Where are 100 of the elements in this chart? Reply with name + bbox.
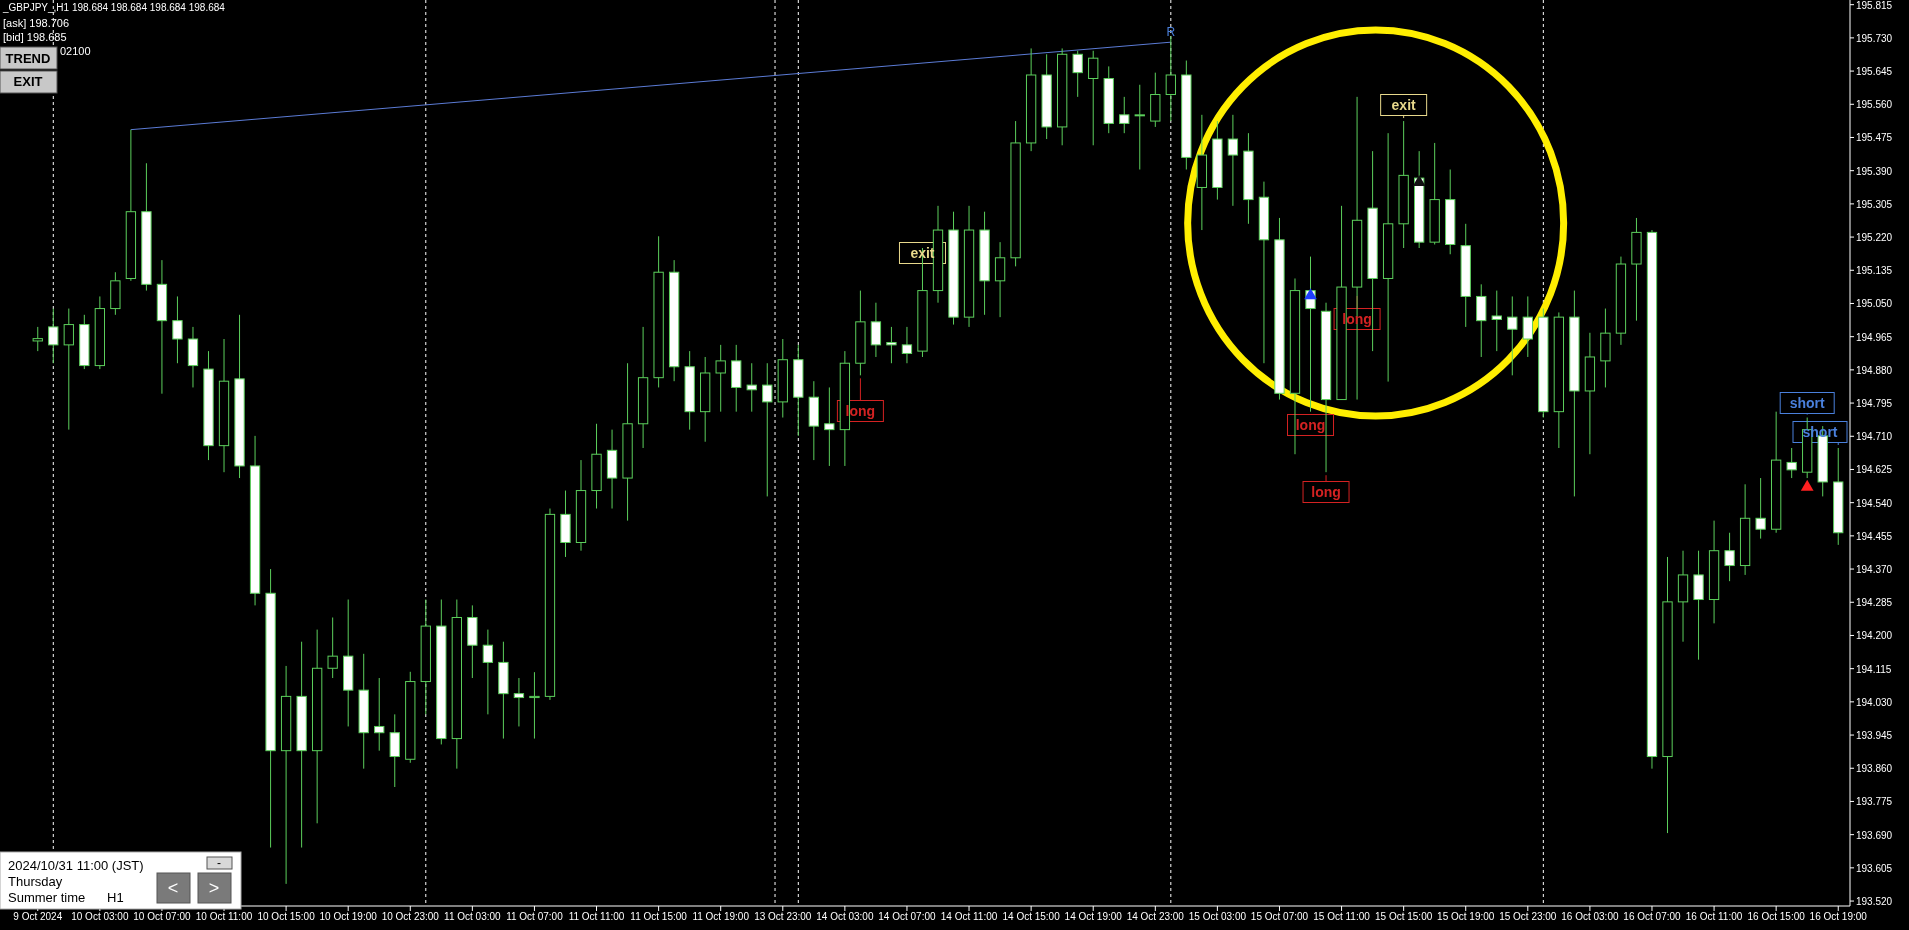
y-tick-label: 193.945: [1856, 730, 1893, 742]
x-tick-label: 16 Oct 07:00: [1623, 911, 1682, 922]
annotation: >: [208, 878, 220, 898]
candlestick: [994, 241, 1006, 318]
annotation: 02100: [60, 45, 91, 57]
annotation: short: [1789, 395, 1826, 411]
x-tick-label: 11 Oct 07:00: [506, 911, 564, 922]
x-tick-label: 16 Oct 19:00: [1809, 911, 1868, 922]
x-tick-label: 11 Oct 03:00: [444, 911, 502, 922]
x-tick-label: 14 Oct 03:00: [816, 911, 874, 922]
y-tick-label: 194.625: [1856, 464, 1893, 476]
candlestick: [1165, 35, 1176, 122]
y-tick-label: 195.390: [1856, 165, 1893, 177]
annotation: R: [1166, 25, 1176, 39]
x-tick-label: 11 Oct 15:00: [630, 911, 688, 922]
x-tick-label: 10 Oct 11:00: [195, 911, 253, 922]
candlestick: [529, 671, 540, 740]
candlestick: [762, 362, 773, 497]
candlestick: [1072, 50, 1083, 98]
candlestick: [886, 326, 897, 364]
candlestick: [824, 386, 835, 467]
x-tick-label: 10 Oct 23:00: [381, 911, 440, 922]
candlestick: [1134, 84, 1145, 171]
y-tick-label: 194.710: [1856, 431, 1893, 443]
y-tick-label: 194.030: [1856, 696, 1893, 708]
x-tick-label: 11 Oct 19:00: [692, 911, 750, 922]
y-tick-label: 194.965: [1856, 331, 1893, 343]
candlestick: [389, 713, 400, 788]
candlestick: [374, 677, 385, 752]
x-tick-label: 14 Oct 15:00: [1002, 911, 1061, 922]
x-tick-label: 15 Oct 07:00: [1250, 911, 1309, 922]
y-tick-label: 195.815: [1856, 0, 1893, 11]
annotation: TREND: [5, 51, 51, 66]
y-tick-label: 195.560: [1856, 99, 1893, 111]
y-tick-label: 193.605: [1856, 862, 1893, 874]
y-tick-label: 195.305: [1856, 198, 1893, 210]
y-tick-label: 193.520: [1856, 896, 1893, 908]
candlestick: [1786, 447, 1797, 479]
annotation: H1: [107, 890, 124, 905]
x-tick-label: 14 Oct 19:00: [1064, 911, 1123, 922]
candlestick: [1227, 114, 1239, 207]
candlestick: [1755, 477, 1766, 540]
x-tick-label: 10 Oct 07:00: [133, 911, 191, 922]
point: [1304, 288, 1317, 300]
candlestick: [870, 302, 882, 358]
annotation: Thursday: [8, 874, 63, 889]
y-tick-label: 194.370: [1856, 564, 1893, 576]
y-tick-label: 195.050: [1856, 298, 1893, 310]
x-tick-label: 16 Oct 15:00: [1747, 911, 1806, 922]
annotation: long: [1311, 484, 1341, 500]
y-tick-label: 193.775: [1856, 796, 1893, 808]
y-tick-label: 195.730: [1856, 32, 1893, 44]
y-tick-label: 194.455: [1856, 530, 1893, 542]
y-tick-label: 194.540: [1856, 497, 1893, 509]
candlestick: [1522, 295, 1533, 358]
annotation: [bid] 198.685: [3, 31, 67, 43]
annotation: _GBPJPY_,H1 198.684 198.684 198.684 198.684: [2, 2, 226, 13]
annotation: [ask] 198.706: [3, 17, 70, 29]
x-tick-label: 9 Oct 2024: [13, 911, 63, 922]
x-tick-label: 13 Oct 23:00: [754, 911, 812, 922]
candlestick: [1119, 96, 1130, 134]
candlestick: [63, 308, 74, 431]
point: [1412, 175, 1426, 187]
x-tick-label: 15 Oct 03:00: [1188, 911, 1247, 922]
x-tick-label: 14 Oct 07:00: [878, 911, 937, 922]
y-tick-label: 193.860: [1856, 763, 1893, 775]
y-tick-label: 194.285: [1856, 597, 1893, 609]
x-tick-label: 15 Oct 19:00: [1437, 911, 1495, 922]
x-tick-label: 15 Oct 11:00: [1313, 911, 1371, 922]
candlestick: [327, 616, 338, 679]
candlestick: [172, 295, 183, 364]
x-tick-label: 14 Oct 23:00: [1126, 911, 1185, 922]
x-tick-label: 14 Oct 11:00: [940, 911, 998, 922]
y-tick-label: 195.645: [1856, 66, 1893, 78]
y-tick-label: 195.220: [1856, 232, 1893, 244]
x-tick-label: 10 Oct 15:00: [257, 911, 316, 922]
candlestick: [513, 677, 525, 727]
annotation: -: [217, 856, 221, 870]
candlestick: [1088, 50, 1099, 146]
y-tick-label: 195.135: [1856, 265, 1893, 277]
candlestick: [482, 629, 494, 715]
candlestick: [32, 326, 43, 352]
point: [1800, 479, 1814, 491]
annotation: long: [1295, 417, 1326, 433]
y-tick-label: 194.115: [1856, 663, 1892, 675]
x-tick-label: 15 Oct 23:00: [1499, 911, 1557, 922]
candlestick: [715, 344, 726, 413]
x-tick-label: 16 Oct 03:00: [1561, 911, 1619, 922]
annotation: <: [167, 878, 179, 898]
annotation: 2024/10/31 11:00 (JST): [8, 858, 144, 873]
annotation: EXIT: [13, 74, 43, 89]
x-tick-label: 10 Oct 19:00: [319, 911, 378, 922]
candlestick: [746, 362, 757, 413]
x-tick-label: 11 Oct 11:00: [568, 911, 625, 922]
y-tick-label: 195.475: [1856, 132, 1893, 144]
y-tick-label: 194.880: [1856, 364, 1893, 376]
candlestick: [48, 308, 59, 364]
x-tick-label: 16 Oct 11:00: [1685, 911, 1743, 922]
x-tick-label: 10 Oct 03:00: [71, 911, 129, 922]
y-tick-label: 194.795: [1856, 398, 1893, 410]
